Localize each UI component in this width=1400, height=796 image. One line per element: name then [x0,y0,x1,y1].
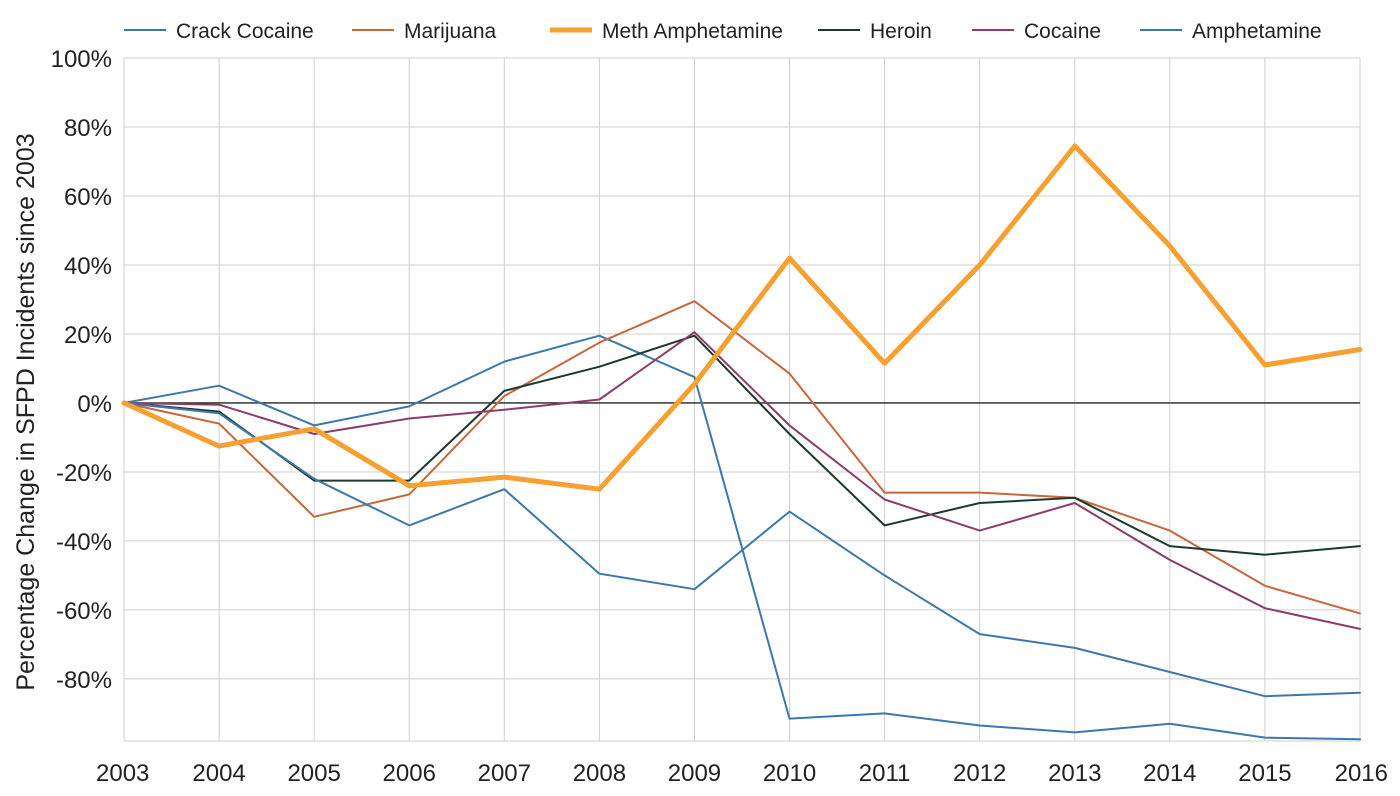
legend-label-crack-cocaine: Crack Cocaine [176,20,314,43]
series-line-heroin [123,334,1361,556]
x-tick-label: 2011 [859,760,911,787]
y-tick-label: 80% [64,115,112,142]
y-tick-label: 60% [64,184,112,211]
x-tick-label: 2015 [1238,760,1291,787]
series-line-meth-amphetamine [121,143,1363,492]
y-tick-label: 0% [77,391,112,418]
chart-grid [123,57,1361,742]
legend-label-meth-amphetamine: Meth Amphetamine [602,20,783,43]
x-tick-label: 2012 [953,760,1006,787]
legend-label-marijuana: Marijuana [404,20,497,43]
legend-label-heroin: Heroin [870,20,932,43]
x-tick-label: 2007 [478,760,531,787]
x-axis-ticks: 2003 2004 2005 2006 2007 2008 2009 2010 2011 2012… [96,760,1388,787]
y-tick-label: -40% [56,529,112,556]
y-tick-label: 20% [64,322,112,349]
legend-label-amphetamine: Amphetamine [1192,20,1322,43]
x-tick-label: 2005 [287,760,340,787]
x-tick-label: 2009 [668,760,721,787]
series-lines [121,143,1363,741]
series-line-cocaine [123,331,1361,630]
series-line-crack-cocaine [123,334,1361,741]
x-tick-label: 2006 [383,760,436,787]
x-tick-label: 2003 [96,760,149,787]
y-tick-label: -80% [56,667,112,694]
x-tick-label: 2008 [573,760,626,787]
y-tick-label: 100% [51,46,112,73]
x-tick-label: 2013 [1048,760,1101,787]
y-tick-label: 40% [64,253,112,280]
y-axis-title: Percentage Change in SFPD Incidents sinc… [12,133,40,690]
y-tick-label: -60% [56,598,112,625]
x-tick-label: 2004 [192,760,245,787]
x-tick-label: 2016 [1335,760,1388,787]
series-line-amphetamine [123,401,1361,698]
series-line-marijuana [123,300,1361,615]
legend-label-cocaine: Cocaine [1024,20,1101,43]
y-tick-label: -20% [56,460,112,487]
x-tick-label: 2010 [763,760,816,787]
x-tick-label: 2014 [1143,760,1196,787]
y-axis-ticks: 100% 80% 60% 40% 20% 0% -20% -40% -60% -80% [51,46,112,694]
legend: Crack Cocaine Marijuana Meth Amphetamine He… [124,20,1322,43]
